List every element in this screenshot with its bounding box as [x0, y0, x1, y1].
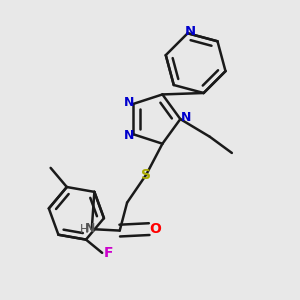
Text: N: N	[181, 111, 191, 124]
Text: F: F	[103, 246, 113, 260]
Text: H: H	[80, 223, 89, 236]
Text: N: N	[85, 222, 95, 235]
Text: S: S	[141, 168, 151, 182]
Text: O: O	[149, 222, 161, 236]
Text: N: N	[124, 96, 134, 109]
Text: N: N	[124, 129, 134, 142]
Text: N: N	[185, 25, 196, 38]
